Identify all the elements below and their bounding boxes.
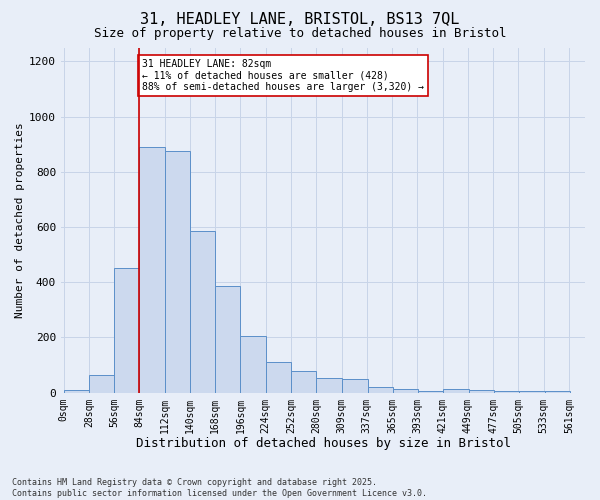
Bar (343, 379, 368, 392)
Text: Size of property relative to detached houses in Bristol: Size of property relative to detached ho… (94, 28, 506, 40)
Bar (443, 388, 469, 392)
Bar (139, 147, 164, 392)
X-axis label: Distribution of detached houses by size in Bristol: Distribution of detached houses by size … (136, 437, 511, 450)
Bar (393, 388, 418, 392)
Bar (469, 390, 494, 392)
Y-axis label: Number of detached properties: Number of detached properties (15, 122, 25, 318)
Bar (190, 231, 215, 392)
Bar (64, 390, 89, 392)
Text: 31 HEADLEY LANE: 82sqm
← 11% of detached houses are smaller (428)
88% of semi-de: 31 HEADLEY LANE: 82sqm ← 11% of detached… (142, 58, 424, 92)
Bar (89, 375, 114, 392)
Bar (215, 286, 241, 393)
Bar (368, 387, 393, 392)
Text: Contains HM Land Registry data © Crown copyright and database right 2025.
Contai: Contains HM Land Registry data © Crown c… (12, 478, 427, 498)
Text: 31, HEADLEY LANE, BRISTOL, BS13 7QL: 31, HEADLEY LANE, BRISTOL, BS13 7QL (140, 12, 460, 28)
Bar (266, 362, 291, 392)
Bar (114, 268, 139, 392)
Bar (316, 378, 341, 392)
Bar (164, 151, 190, 392)
Bar (241, 336, 266, 392)
Bar (291, 370, 316, 392)
